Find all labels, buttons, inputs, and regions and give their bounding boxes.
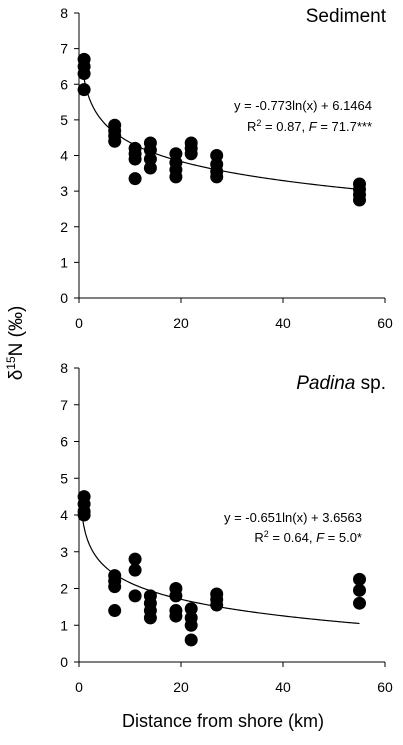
panel-label-text: sp.	[355, 373, 386, 394]
fit-equation: y = -0.651ln(x) + 3.6563	[224, 510, 362, 525]
y-tick-label: 0	[60, 290, 68, 306]
y-axis-title-prefix: δ	[6, 370, 27, 381]
y-axis-title-superscript: 15	[4, 356, 18, 370]
data-point	[353, 583, 366, 597]
y-ticks: 0 1 2 3 4 5 6 7 8	[60, 360, 79, 670]
data-point	[169, 170, 183, 184]
y-tick-label: 3	[60, 544, 68, 560]
y-tick-label: 8	[60, 5, 68, 21]
data-point	[169, 609, 183, 623]
data-point	[143, 143, 157, 157]
data-points	[77, 52, 366, 207]
data-point	[77, 67, 91, 81]
y-tick-label: 4	[60, 148, 68, 164]
x-tick-label: 40	[275, 679, 291, 695]
panel-label-text: Sediment	[306, 6, 387, 27]
data-point	[77, 83, 91, 97]
data-point	[108, 134, 122, 148]
y-ticks: 0 1 2 3 4 5 6 7 8	[60, 5, 79, 306]
data-points	[77, 490, 366, 647]
fit-statistics: R2 = 0.87, F = 71.7***	[247, 118, 372, 134]
x-tick-label: 0	[75, 679, 83, 695]
stats-mid: = 0.87,	[261, 119, 308, 134]
x-tick-label: 20	[173, 679, 189, 695]
x-tick-label: 0	[75, 315, 83, 331]
data-point	[128, 589, 142, 603]
y-tick-label: 2	[60, 219, 68, 235]
stats-tail: = 71.7***	[317, 119, 372, 134]
y-tick-label: 7	[60, 397, 68, 413]
x-tick-label: 20	[173, 315, 189, 331]
y-tick-label: 0	[60, 654, 68, 670]
data-point	[128, 152, 142, 166]
data-point	[169, 147, 183, 161]
stats-f: F	[309, 119, 318, 134]
y-tick-label: 1	[60, 617, 68, 633]
data-point	[108, 580, 122, 594]
y-tick-label: 3	[60, 183, 68, 199]
data-point	[210, 170, 224, 184]
fit-statistics: R2 = 0.64, F = 5.0*	[254, 529, 362, 545]
x-axis-title: Distance from shore (km)	[122, 711, 324, 731]
y-tick-label: 6	[60, 434, 68, 450]
stats-f: F	[316, 530, 325, 545]
y-tick-label: 8	[60, 360, 68, 376]
data-point	[210, 149, 224, 162]
data-point	[353, 572, 366, 586]
y-tick-label: 5	[60, 112, 68, 128]
data-point	[353, 596, 366, 610]
x-tick-label: 60	[377, 679, 393, 695]
x-tick-label: 60	[377, 315, 393, 331]
y-axis-title: δ15N (‰)	[4, 306, 27, 381]
data-point	[184, 602, 198, 616]
panel-label: Sediment	[306, 6, 387, 27]
y-tick-label: 4	[60, 507, 68, 523]
data-point	[184, 147, 198, 161]
panel-label: Padina sp.	[296, 373, 386, 394]
data-point	[128, 172, 142, 186]
x-ticks: 0 20 40 60	[75, 662, 393, 695]
data-point	[353, 193, 366, 207]
x-tick-label: 40	[275, 315, 291, 331]
data-point	[169, 589, 183, 603]
data-point	[143, 152, 157, 166]
panel-sediment: 0 1 2 3 4 5 6 7 8 0 20 40 60 Sediment y = -0.773ln(…	[60, 5, 393, 331]
y-tick-label: 7	[60, 41, 68, 57]
y-axis-title-suffix: N (‰)	[6, 306, 27, 357]
panel-padina: 0 1 2 3 4 5 6 7 8 0 20 40 60 Padina sp. y = -0.651l…	[60, 360, 393, 695]
y-tick-label: 6	[60, 76, 68, 92]
y-tick-label: 1	[60, 254, 68, 270]
y-tick-label: 2	[60, 581, 68, 597]
data-point	[184, 633, 198, 647]
stats-r: R	[254, 530, 263, 545]
data-point	[108, 604, 122, 618]
data-point	[184, 618, 198, 632]
data-point	[143, 611, 157, 625]
panel-label-italic: Padina	[296, 373, 355, 394]
stats-r-superscript: 2	[256, 118, 261, 128]
data-point	[77, 508, 91, 522]
fit-equation: y = -0.773ln(x) + 6.1464	[234, 98, 372, 113]
stats-tail: = 5.0*	[324, 530, 362, 545]
stats-mid: = 0.64,	[269, 530, 316, 545]
data-point	[128, 552, 142, 566]
stats-r: R	[247, 119, 256, 134]
stats-r-superscript: 2	[264, 529, 269, 539]
x-ticks: 0 20 40 60	[75, 298, 393, 331]
data-point	[128, 563, 142, 577]
y-tick-label: 5	[60, 470, 68, 486]
data-point	[210, 598, 224, 612]
data-point	[143, 161, 157, 175]
